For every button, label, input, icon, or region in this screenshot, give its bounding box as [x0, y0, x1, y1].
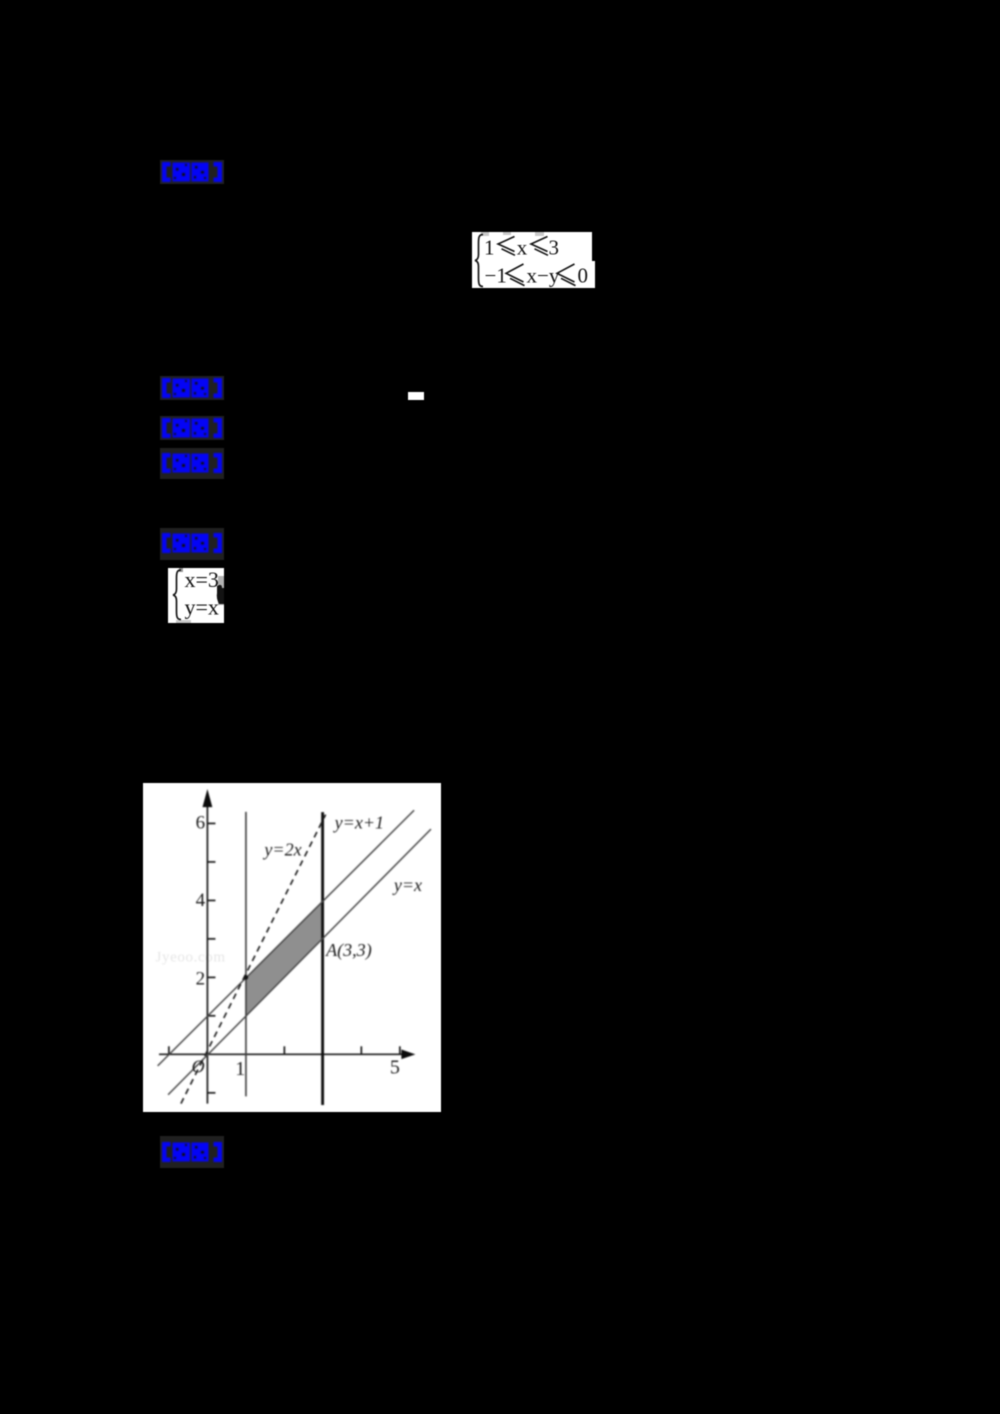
svg-text:4: 4: [196, 890, 206, 911]
svg-text:6: 6: [196, 813, 206, 834]
svg-text:O: O: [192, 1056, 205, 1076]
svg-text:3: 3: [549, 235, 560, 259]
svg-text:−1: −1: [485, 264, 507, 288]
svg-text:A(3,3): A(3,3): [325, 940, 372, 961]
svg-text:2: 2: [196, 969, 206, 990]
svg-text:y=x: y=x: [392, 875, 422, 895]
svg-text:y=2x: y=2x: [262, 840, 301, 860]
svg-text:0: 0: [578, 264, 589, 288]
svg-text:1: 1: [484, 235, 495, 259]
svg-text:x−y: x−y: [527, 264, 560, 288]
svg-text:Jyeoo.com: Jyeoo.com: [156, 950, 226, 966]
svg-text:y=x+1: y=x+1: [333, 813, 384, 833]
svg-text:1: 1: [235, 1058, 245, 1080]
svg-text:x: x: [517, 235, 528, 259]
svg-text:x=3: x=3: [185, 568, 219, 592]
svg-text:5: 5: [390, 1056, 400, 1078]
svg-text:y=x: y=x: [185, 595, 219, 620]
